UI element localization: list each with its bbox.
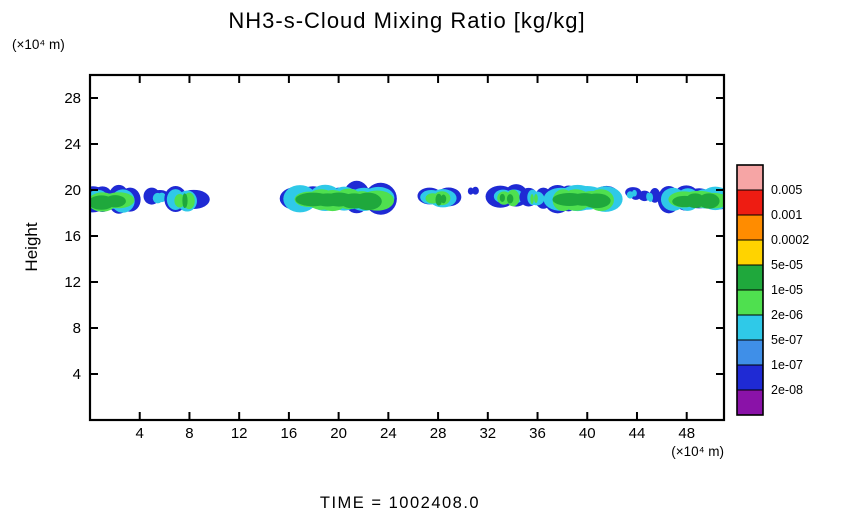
colorbar-frame bbox=[736, 164, 764, 416]
colorbar-segment bbox=[736, 164, 764, 191]
cloud-field bbox=[90, 180, 724, 215]
colorbar-label: 5e-07 bbox=[771, 333, 803, 347]
x-tick-label: 24 bbox=[380, 425, 397, 442]
colorbar-segment bbox=[736, 239, 764, 266]
cloud-blob bbox=[353, 192, 382, 211]
y-axis-title: Height bbox=[22, 222, 41, 272]
y-tick-label: 8 bbox=[73, 320, 81, 337]
colorbar-label: 0.0002 bbox=[771, 233, 809, 247]
colorbar-label: 2e-06 bbox=[771, 308, 803, 322]
x-tick-label: 28 bbox=[430, 425, 447, 442]
y-tick-label: 20 bbox=[64, 182, 81, 199]
y-tick-label: 16 bbox=[64, 228, 81, 245]
cloud-blob bbox=[534, 194, 538, 204]
y-axis-unit-label: (×10⁴ m) bbox=[12, 37, 65, 52]
cloud-blob bbox=[471, 186, 479, 195]
y-tick-label: 4 bbox=[73, 366, 81, 383]
cloud-blob bbox=[440, 194, 447, 204]
colorbar-label: 0.005 bbox=[771, 183, 802, 197]
colorbar-segment bbox=[736, 339, 764, 366]
colorbar-label: 1e-05 bbox=[771, 283, 803, 297]
cloud-blob bbox=[698, 193, 720, 209]
cloud-blob bbox=[435, 193, 443, 206]
cloud-blob bbox=[157, 192, 166, 203]
chart-title: NH3-s-Cloud Mixing Ratio [kg/kg] bbox=[228, 8, 586, 33]
x-tick-label: 36 bbox=[529, 425, 546, 442]
colorbar-label: 0.001 bbox=[771, 208, 802, 222]
x-tick-label: 8 bbox=[185, 425, 193, 442]
x-tick-label: 4 bbox=[136, 425, 144, 442]
x-tick-label: 12 bbox=[231, 425, 248, 442]
y-tick-label: 28 bbox=[64, 90, 81, 107]
cloud-blob bbox=[647, 192, 654, 202]
colorbar-segment bbox=[736, 189, 764, 216]
plot-background bbox=[90, 75, 724, 420]
cloud-blob bbox=[530, 193, 534, 205]
colorbar-segment bbox=[736, 264, 764, 291]
cloud-blob bbox=[506, 194, 514, 204]
colorbar-label: 2e-08 bbox=[771, 383, 803, 397]
x-tick-label: 44 bbox=[629, 425, 646, 442]
cloud-blob bbox=[467, 187, 474, 195]
cloud-blob bbox=[499, 193, 505, 202]
x-tick-label: 40 bbox=[579, 425, 596, 442]
cloud-blob bbox=[631, 189, 637, 197]
cloud-blob bbox=[174, 193, 186, 208]
cloud-blob bbox=[626, 191, 634, 199]
colorbar-label: 1e-07 bbox=[771, 358, 803, 372]
plot-frame bbox=[88, 73, 726, 422]
colorbar-segment bbox=[736, 364, 764, 391]
x-tick-label: 16 bbox=[281, 425, 298, 442]
cloud-blob bbox=[104, 195, 126, 208]
colorbar-segment bbox=[736, 314, 764, 341]
time-label: TIME = 1002408.0 bbox=[319, 494, 481, 512]
x-tick-label: 20 bbox=[330, 425, 347, 442]
x-tick-label: 32 bbox=[479, 425, 496, 442]
cloud-blob bbox=[582, 193, 611, 209]
cloud-blob bbox=[182, 193, 188, 208]
x-axis-unit-label: (×10⁴ m) bbox=[671, 444, 724, 459]
x-tick-label: 48 bbox=[678, 425, 695, 442]
colorbar-segment bbox=[736, 289, 764, 316]
colorbar-label: 5e-05 bbox=[771, 258, 803, 272]
colorbar-segment bbox=[736, 214, 764, 241]
y-tick-label: 24 bbox=[64, 136, 81, 153]
y-tick-label: 12 bbox=[64, 274, 81, 291]
colorbar-segment bbox=[736, 389, 764, 416]
